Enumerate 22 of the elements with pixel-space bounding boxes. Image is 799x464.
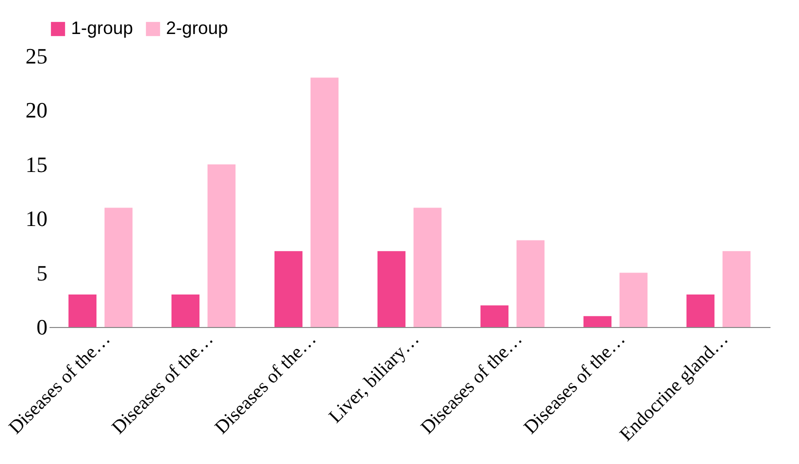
bar <box>274 251 302 327</box>
legend-label: 1-group <box>71 18 134 38</box>
legend-label: 2-group <box>166 18 228 38</box>
bar <box>68 294 96 327</box>
y-tick-label: 15 <box>26 152 48 177</box>
bar <box>620 272 648 327</box>
y-tick-label: 25 <box>26 44 48 68</box>
bar <box>583 316 612 327</box>
bar <box>722 251 751 327</box>
y-tick-label: 0 <box>36 314 48 340</box>
bar <box>516 240 545 327</box>
bar <box>377 251 406 327</box>
bar <box>414 208 442 327</box>
bar <box>480 305 508 327</box>
y-tick-label: 5 <box>36 260 48 286</box>
bar <box>310 78 339 327</box>
bar <box>208 164 236 327</box>
y-tick-label: 10 <box>26 206 48 232</box>
bar <box>104 208 133 327</box>
bar <box>171 294 200 327</box>
y-tick-label: 20 <box>26 98 48 123</box>
bar <box>686 294 714 327</box>
